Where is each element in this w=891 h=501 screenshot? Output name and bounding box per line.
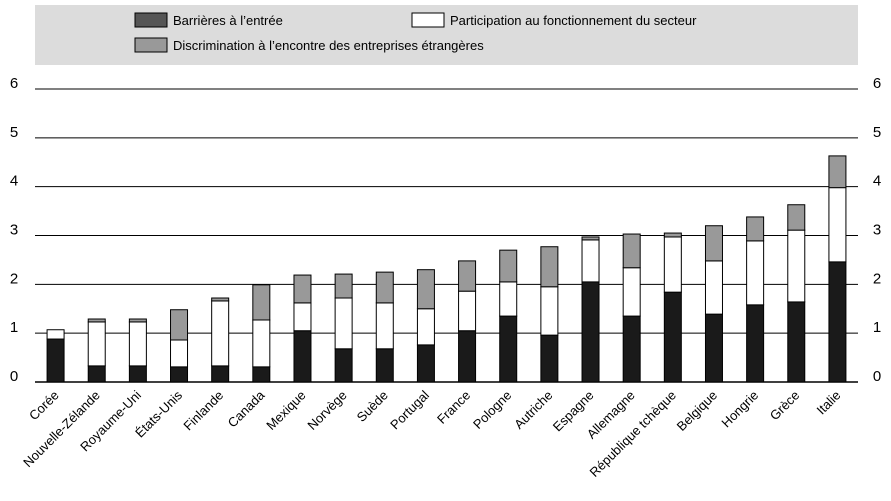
bar-segment [828,261,847,383]
bar-segment [375,271,394,304]
legend-box [35,5,858,65]
x-tick-label: Belgique [674,388,720,434]
bar-segment [293,274,312,304]
legend-swatch [411,12,445,28]
x-tick-label: Pologne [470,388,514,432]
x-tick-label: Italie [814,388,844,418]
legend-swatch [134,37,168,53]
bar-segment [252,366,271,383]
bar-segment [540,286,559,336]
x-tick-label: Canada [225,387,268,430]
bar-segment [375,302,394,350]
bar-segment [581,239,600,283]
bar-segment [334,273,353,299]
bar-segment [128,318,147,323]
bar-segment [499,281,518,317]
y-tick-label: 1 [10,319,18,336]
bar-segment [540,246,559,288]
y-tick-label: 4 [10,173,18,190]
bar-segment [211,300,230,367]
x-tick-label: France [434,388,473,427]
bar-segment [293,330,312,383]
legend-label: Participation au fonctionnement du secte… [450,13,697,28]
y-tick-label: 3 [10,222,18,239]
bar-segment [499,249,518,283]
y-tick-label: 6 [10,75,18,92]
bar-segment [128,321,147,367]
bar-segment [787,301,806,383]
bar-segment [787,204,806,231]
bar-segment [252,284,271,321]
bar-segment [828,187,847,263]
bar-segment [746,240,765,306]
bar-segment [46,329,65,340]
bar-segment [375,348,394,383]
bar-segment [46,338,65,383]
bar-segment [581,236,600,241]
y-tick-label-right: 1 [873,319,881,336]
bar-segment [458,290,477,332]
bar-segment [87,321,106,367]
bar-segment [787,229,806,303]
bar-segment [170,309,189,341]
x-tick-label: Mexique [263,388,308,433]
bar-segment [828,155,847,189]
y-tick-label-right: 3 [873,222,881,239]
bar-segment [622,267,641,317]
bar-segment [581,281,600,383]
bar-segment [704,225,723,262]
bar-segment [170,339,189,368]
bar-segment [128,365,147,383]
x-tick-label: Grèce [767,388,803,424]
y-tick-label-right: 5 [873,124,881,141]
bar-segment [170,366,189,383]
bar-segment [87,318,106,323]
x-tick-label: Autriche [511,388,555,432]
y-tick-label: 0 [10,368,18,385]
x-tick-label: Nouvelle-Zélande [20,388,103,471]
bar-segment [746,216,765,242]
bar-segment [416,269,435,310]
bar-segment [293,302,312,332]
bar-segment [540,334,559,383]
bar-segment [663,291,682,383]
y-tick-label-right: 2 [873,270,881,287]
bar-segment [622,233,641,269]
bar-segment [211,297,230,302]
bar-segment [87,365,106,383]
bar-segment [499,315,518,383]
bar-segment [416,344,435,383]
y-tick-label-right: 0 [873,368,881,385]
bar-segment [746,304,765,383]
bar-segment [334,297,353,350]
y-tick-label-right: 4 [873,173,881,190]
y-tick-label: 5 [10,124,18,141]
legend-label: Barrières à l’entrée [173,13,283,28]
x-tick-label: Hongrie [718,388,761,431]
x-tick-label: Corée [26,388,62,424]
bar-segment [663,232,682,238]
bar-segment [622,315,641,383]
y-tick-label-right: 6 [873,75,881,92]
bar-segment [458,330,477,383]
x-tick-label: Finlande [180,388,226,434]
x-tick-label: Suède [354,388,391,425]
x-tick-label: Portugal [387,387,432,432]
bar-segment [704,260,723,315]
bar-segment [252,319,271,368]
y-tick-label: 2 [10,270,18,287]
bar-segment [211,365,230,383]
bar-segment [458,260,477,292]
legend-swatch [134,12,168,28]
bar-segment [416,308,435,346]
legend-label: Discrimination à l’encontre des entrepri… [173,38,484,53]
bar-segment [334,348,353,383]
bar-segment [663,236,682,293]
x-tick-label: Norvège [304,388,349,433]
bar-segment [704,313,723,383]
